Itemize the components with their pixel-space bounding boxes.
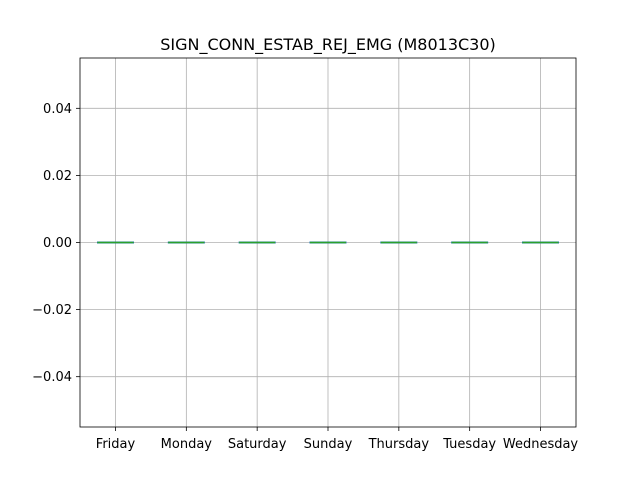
x-tick-label: Sunday [304,437,353,452]
y-tick-label: 0.00 [43,236,72,251]
y-tick-label: −0.04 [32,370,72,385]
x-tick-label: Monday [161,437,213,452]
axes [76,57,577,431]
tick-labels: Friday Monday Saturday Sunday Thursday Tuesda… [32,102,578,452]
x-tick-label: Wednesday [503,437,579,452]
x-tick-label: Tuesday [442,437,496,452]
chart-title: SIGN_CONN_ESTAB_REJ_EMG (M8013C30) [160,35,496,55]
y-tick-label: −0.02 [32,303,72,318]
x-tick-label: Friday [96,437,136,452]
y-tick-label: 0.02 [43,169,72,184]
x-tick-label: Saturday [228,437,287,452]
x-tick-label: Thursday [368,437,430,452]
y-tick-label: 0.04 [43,102,72,117]
plot-data [97,241,559,244]
plot-frame [79,57,577,428]
